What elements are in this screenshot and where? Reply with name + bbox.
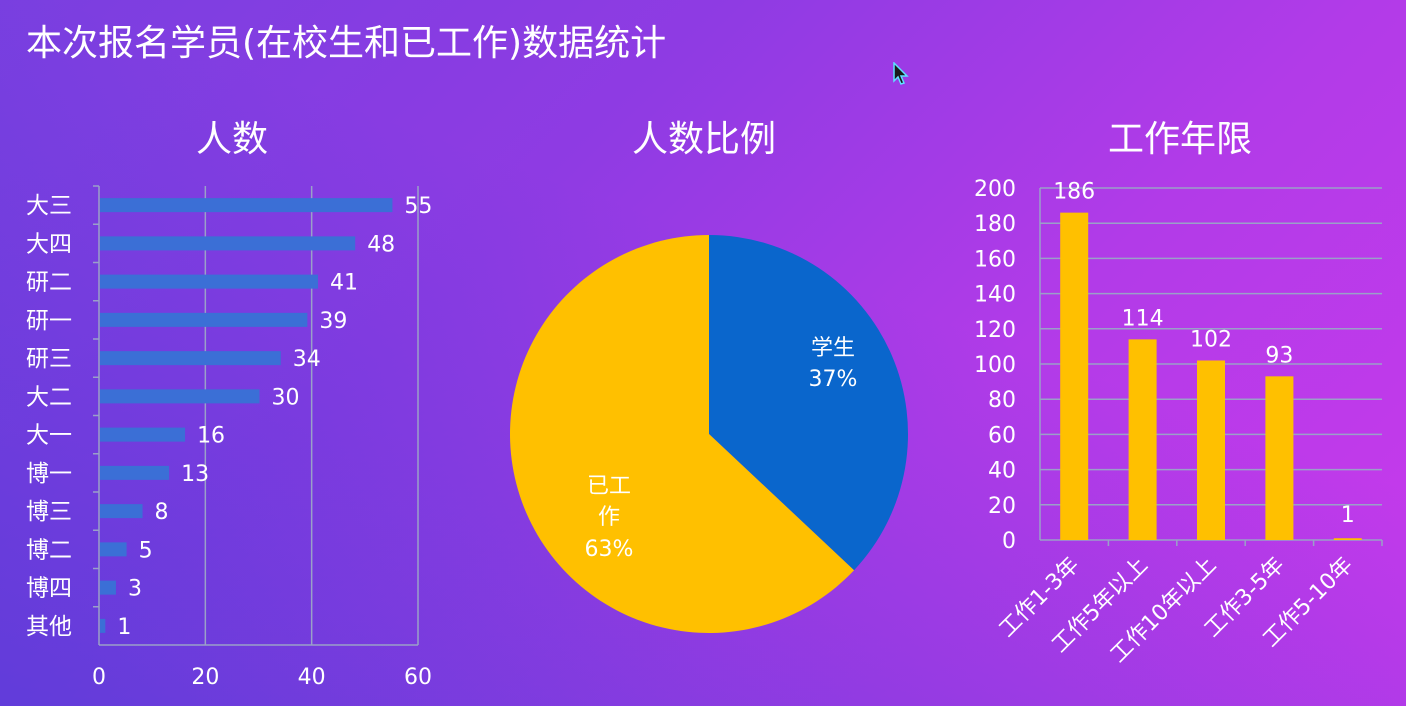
data-label: 39: [319, 309, 347, 334]
bar: [1197, 360, 1225, 540]
y-tick-label: 160: [974, 247, 1016, 272]
pie-slice: [709, 235, 908, 571]
data-label: 55: [404, 194, 432, 219]
category-label: 研一: [26, 308, 72, 334]
data-label: 5: [139, 538, 153, 563]
x-tick-label: 0: [92, 665, 106, 690]
bar: [100, 312, 308, 327]
data-label: 102: [1190, 327, 1232, 352]
category-label: 大二: [26, 384, 72, 410]
category-label: 博二: [26, 537, 72, 563]
data-label: 34: [293, 347, 321, 372]
category-label: 博四: [26, 576, 72, 602]
bar: [1333, 538, 1362, 540]
y-tick-label: 180: [974, 212, 1016, 237]
data-label: 3: [128, 577, 142, 602]
pie-slice-value-label: 63%: [585, 537, 634, 562]
data-label: 41: [330, 271, 358, 296]
data-label: 48: [367, 232, 395, 257]
bar: [100, 198, 393, 213]
x-tick-label: 40: [298, 665, 326, 690]
bar: [100, 504, 143, 519]
page-title: 本次报名学员(在校生和已工作)数据统计: [26, 23, 667, 64]
bar: [1128, 339, 1157, 540]
y-tick-label: 200: [974, 177, 1016, 202]
data-label: 16: [197, 424, 225, 449]
bar: [100, 274, 318, 289]
x-tick-label: 20: [191, 665, 219, 690]
bar-chart-title-headcount: 人数: [196, 119, 269, 160]
data-label: 13: [181, 462, 209, 487]
bar-chart-title-work-years: 工作年限: [1108, 119, 1253, 160]
category-label: 博一: [26, 461, 72, 487]
category-label: 研二: [26, 270, 72, 296]
bar: [100, 465, 170, 480]
x-tick-label: 60: [404, 665, 432, 690]
data-label: 93: [1265, 343, 1293, 368]
y-tick-label: 120: [974, 318, 1016, 343]
y-tick-label: 20: [988, 494, 1016, 519]
category-label: 大四: [26, 231, 72, 257]
y-tick-label: 140: [974, 283, 1016, 308]
bar: [1265, 376, 1294, 540]
y-tick-label: 60: [988, 423, 1016, 448]
mouse-cursor-icon: [893, 62, 909, 85]
data-label: 30: [272, 385, 300, 410]
y-tick-label: 80: [988, 388, 1016, 413]
bar: [100, 427, 186, 442]
bar: [100, 542, 127, 557]
category-label: 大一: [26, 423, 72, 449]
data-label: 1: [1341, 503, 1355, 528]
category-label: 博三: [26, 499, 72, 525]
bar: [100, 236, 356, 251]
pie-slice: [510, 235, 855, 633]
bar: [1060, 212, 1089, 540]
category-label: 其他: [26, 614, 72, 640]
bar: [100, 580, 116, 595]
y-tick-label: 40: [988, 459, 1016, 484]
pie-slice-label: 已工作: [587, 474, 631, 530]
category-label: 研三: [26, 346, 72, 372]
pie-chart-title-ratio: 人数比例: [632, 119, 777, 160]
bar: [100, 389, 260, 404]
category-label: 大三: [26, 193, 72, 219]
data-label: 186: [1053, 180, 1095, 205]
bar: [100, 618, 106, 633]
bar: [100, 351, 281, 366]
data-label: 114: [1122, 306, 1164, 331]
y-tick-label: 0: [1002, 529, 1016, 554]
pie-slice-value-label: 37%: [809, 367, 858, 392]
y-tick-label: 100: [974, 353, 1016, 378]
data-label: 1: [117, 615, 131, 640]
pie-slice-label: 学生: [811, 336, 855, 361]
ratio-pie-chart: 学生 37% 已工作 63%: [510, 235, 908, 633]
data-label: 8: [155, 500, 169, 525]
